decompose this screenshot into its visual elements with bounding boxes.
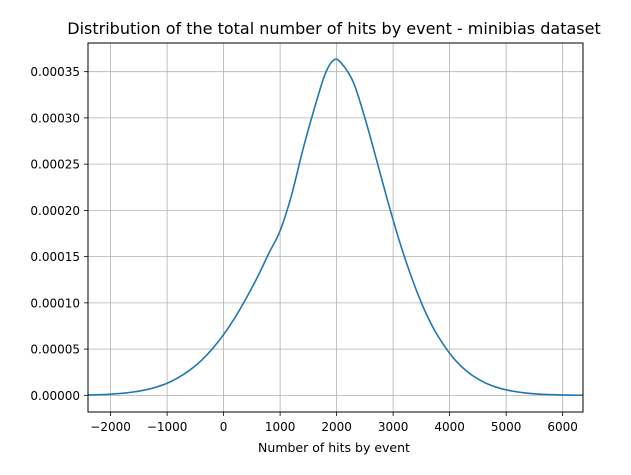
y-axis-ticks: 0.00000 0.00005 0.00010 0.00015 0.00020 0.000… — [30, 65, 88, 403]
y-tick-label: 0.00030 — [30, 111, 80, 125]
grid-lines — [88, 43, 583, 412]
x-tick-label: 6000 — [547, 420, 578, 434]
y-tick-label: 0.00035 — [30, 65, 80, 79]
plot-frame — [87, 42, 584, 413]
x-tick-label: −1000 — [147, 420, 188, 434]
series-layer — [87, 58, 584, 397]
x-tick-label: 3000 — [378, 420, 409, 434]
chart-title: Distribution of the total number of hits… — [67, 19, 600, 38]
series-line — [87, 58, 584, 397]
x-tick-label: 0 — [220, 420, 228, 434]
y-tick-label: 0.00005 — [30, 343, 80, 357]
x-axis-label: Number of hits by event — [258, 440, 410, 455]
y-tick-label: 0.00020 — [30, 204, 80, 218]
y-tick-label: 0.00015 — [30, 250, 80, 264]
x-tick-label: 5000 — [491, 420, 522, 434]
x-tick-label: 4000 — [434, 420, 465, 434]
x-axis-ticks: −2000 −1000 0 1000 2000 3000 4000 5000 6000 — [90, 412, 578, 434]
x-tick-label: 2000 — [321, 420, 352, 434]
y-tick-label: 0.00025 — [30, 158, 80, 172]
x-tick-label: −2000 — [90, 420, 131, 434]
y-tick-label: 0.00010 — [30, 296, 80, 310]
x-tick-label: 1000 — [265, 420, 296, 434]
y-tick-label: 0.00000 — [30, 389, 80, 403]
